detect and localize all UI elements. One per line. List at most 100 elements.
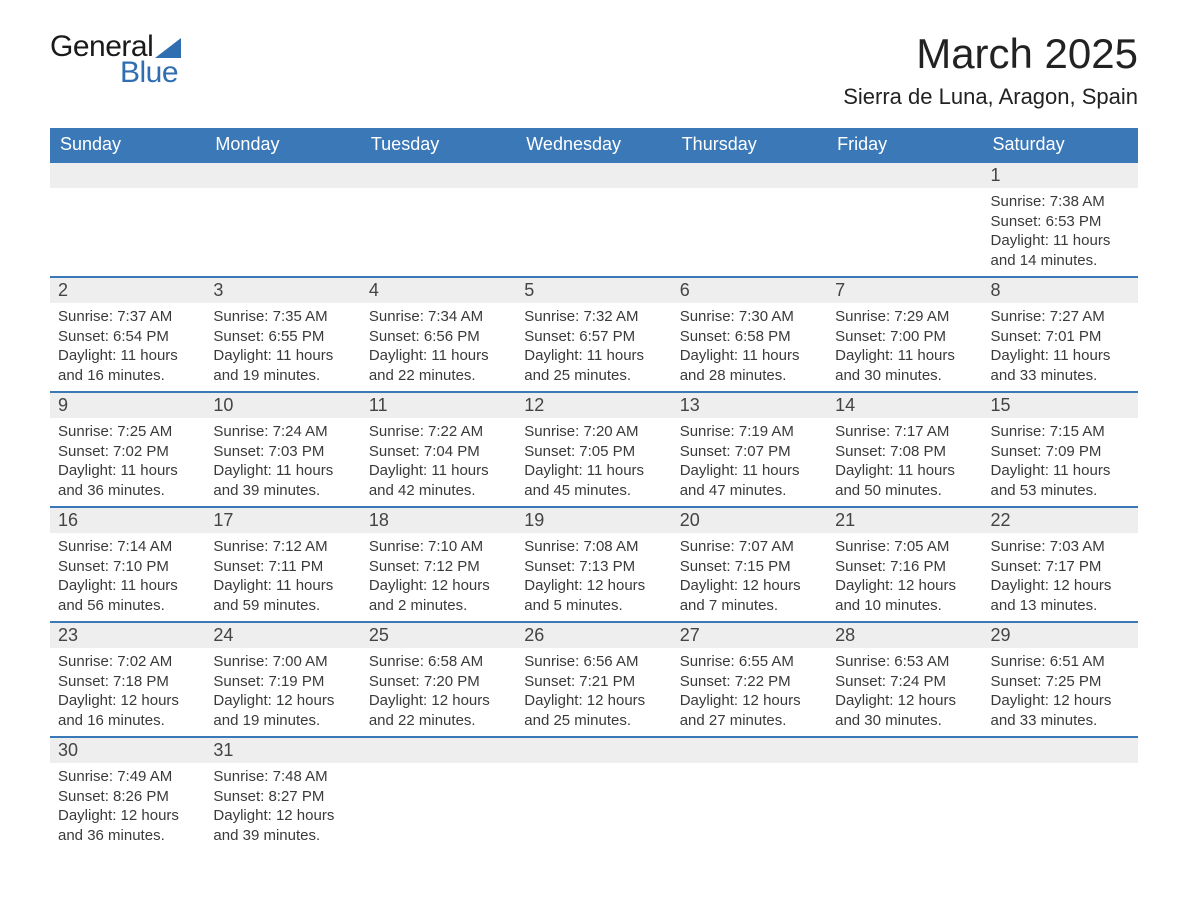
calendar-cell: 25Sunrise: 6:58 AMSunset: 7:20 PMDayligh… <box>361 622 516 737</box>
calendar-cell: 8Sunrise: 7:27 AMSunset: 7:01 PMDaylight… <box>983 277 1138 392</box>
day-details: Sunrise: 7:02 AMSunset: 7:18 PMDaylight:… <box>50 648 205 736</box>
calendar-cell: 27Sunrise: 6:55 AMSunset: 7:22 PMDayligh… <box>672 622 827 737</box>
day-daylight1: Daylight: 11 hours <box>58 461 197 481</box>
day-sunset: Sunset: 7:25 PM <box>991 672 1130 692</box>
day-daylight2: and 30 minutes. <box>835 366 974 386</box>
day-daylight1: Daylight: 11 hours <box>991 346 1130 366</box>
day-details: Sunrise: 7:24 AMSunset: 7:03 PMDaylight:… <box>205 418 360 506</box>
calendar-cell: 22Sunrise: 7:03 AMSunset: 7:17 PMDayligh… <box>983 507 1138 622</box>
month-title: March 2025 <box>843 30 1138 78</box>
calendar-cell: 12Sunrise: 7:20 AMSunset: 7:05 PMDayligh… <box>516 392 671 507</box>
day-daylight2: and 25 minutes. <box>524 711 663 731</box>
day-sunrise: Sunrise: 6:56 AM <box>524 652 663 672</box>
day-number: 24 <box>205 623 360 648</box>
day-sunset: Sunset: 6:53 PM <box>991 212 1130 232</box>
day-sunset: Sunset: 7:19 PM <box>213 672 352 692</box>
day-daylight2: and 33 minutes. <box>991 366 1130 386</box>
day-daylight2: and 2 minutes. <box>369 596 508 616</box>
dow-header: Friday <box>827 128 982 162</box>
day-sunrise: Sunrise: 7:29 AM <box>835 307 974 327</box>
day-daylight1: Daylight: 12 hours <box>835 691 974 711</box>
logo-triangle-icon <box>155 38 181 58</box>
day-daylight2: and 30 minutes. <box>835 711 974 731</box>
day-sunset: Sunset: 7:21 PM <box>524 672 663 692</box>
day-daylight1: Daylight: 11 hours <box>991 231 1130 251</box>
day-daylight1: Daylight: 11 hours <box>58 346 197 366</box>
location-subtitle: Sierra de Luna, Aragon, Spain <box>843 84 1138 110</box>
day-number-bar <box>361 163 516 188</box>
day-sunset: Sunset: 7:11 PM <box>213 557 352 577</box>
day-sunset: Sunset: 7:20 PM <box>369 672 508 692</box>
day-daylight2: and 56 minutes. <box>58 596 197 616</box>
day-daylight1: Daylight: 11 hours <box>369 461 508 481</box>
day-details: Sunrise: 7:19 AMSunset: 7:07 PMDaylight:… <box>672 418 827 506</box>
day-number: 19 <box>516 508 671 533</box>
header: General Blue March 2025 Sierra de Luna, … <box>50 30 1138 110</box>
day-details: Sunrise: 7:38 AMSunset: 6:53 PMDaylight:… <box>983 188 1138 276</box>
day-daylight1: Daylight: 11 hours <box>680 461 819 481</box>
day-daylight2: and 16 minutes. <box>58 366 197 386</box>
day-number: 12 <box>516 393 671 418</box>
day-number: 5 <box>516 278 671 303</box>
day-number: 16 <box>50 508 205 533</box>
day-daylight2: and 13 minutes. <box>991 596 1130 616</box>
day-daylight1: Daylight: 12 hours <box>524 691 663 711</box>
calendar-cell <box>827 737 982 851</box>
day-sunrise: Sunrise: 6:53 AM <box>835 652 974 672</box>
day-daylight2: and 5 minutes. <box>524 596 663 616</box>
day-sunset: Sunset: 7:22 PM <box>680 672 819 692</box>
day-number: 4 <box>361 278 516 303</box>
day-sunrise: Sunrise: 7:07 AM <box>680 537 819 557</box>
calendar-table: SundayMondayTuesdayWednesdayThursdayFrid… <box>50 128 1138 851</box>
calendar-cell: 31Sunrise: 7:48 AMSunset: 8:27 PMDayligh… <box>205 737 360 851</box>
dow-header: Wednesday <box>516 128 671 162</box>
day-sunrise: Sunrise: 7:02 AM <box>58 652 197 672</box>
day-sunset: Sunset: 8:26 PM <box>58 787 197 807</box>
day-sunrise: Sunrise: 7:17 AM <box>835 422 974 442</box>
day-details: Sunrise: 7:15 AMSunset: 7:09 PMDaylight:… <box>983 418 1138 506</box>
day-sunrise: Sunrise: 7:24 AM <box>213 422 352 442</box>
day-daylight1: Daylight: 12 hours <box>58 691 197 711</box>
day-number-bar <box>827 738 982 763</box>
day-sunset: Sunset: 7:04 PM <box>369 442 508 462</box>
day-details: Sunrise: 7:22 AMSunset: 7:04 PMDaylight:… <box>361 418 516 506</box>
day-number: 23 <box>50 623 205 648</box>
calendar-cell: 15Sunrise: 7:15 AMSunset: 7:09 PMDayligh… <box>983 392 1138 507</box>
calendar-cell: 1Sunrise: 7:38 AMSunset: 6:53 PMDaylight… <box>983 162 1138 277</box>
day-daylight2: and 36 minutes. <box>58 481 197 501</box>
day-details: Sunrise: 6:53 AMSunset: 7:24 PMDaylight:… <box>827 648 982 736</box>
day-sunset: Sunset: 7:02 PM <box>58 442 197 462</box>
calendar-cell: 16Sunrise: 7:14 AMSunset: 7:10 PMDayligh… <box>50 507 205 622</box>
day-number-bar <box>516 738 671 763</box>
day-details: Sunrise: 7:17 AMSunset: 7:08 PMDaylight:… <box>827 418 982 506</box>
day-sunrise: Sunrise: 7:38 AM <box>991 192 1130 212</box>
day-number: 9 <box>50 393 205 418</box>
day-sunrise: Sunrise: 7:10 AM <box>369 537 508 557</box>
day-daylight2: and 14 minutes. <box>991 251 1130 271</box>
day-daylight1: Daylight: 11 hours <box>213 576 352 596</box>
calendar-cell <box>50 162 205 277</box>
day-number: 20 <box>672 508 827 533</box>
calendar-cell: 17Sunrise: 7:12 AMSunset: 7:11 PMDayligh… <box>205 507 360 622</box>
day-number: 8 <box>983 278 1138 303</box>
day-sunrise: Sunrise: 7:19 AM <box>680 422 819 442</box>
day-daylight1: Daylight: 11 hours <box>524 461 663 481</box>
calendar-cell <box>205 162 360 277</box>
day-daylight1: Daylight: 12 hours <box>991 691 1130 711</box>
day-sunset: Sunset: 7:16 PM <box>835 557 974 577</box>
day-number: 1 <box>983 163 1138 188</box>
logo: General Blue <box>50 30 181 90</box>
calendar-cell <box>361 162 516 277</box>
calendar-cell: 10Sunrise: 7:24 AMSunset: 7:03 PMDayligh… <box>205 392 360 507</box>
day-details: Sunrise: 6:51 AMSunset: 7:25 PMDaylight:… <box>983 648 1138 736</box>
day-daylight2: and 28 minutes. <box>680 366 819 386</box>
calendar-cell <box>516 162 671 277</box>
calendar-cell: 30Sunrise: 7:49 AMSunset: 8:26 PMDayligh… <box>50 737 205 851</box>
day-sunrise: Sunrise: 7:37 AM <box>58 307 197 327</box>
day-sunrise: Sunrise: 6:55 AM <box>680 652 819 672</box>
day-daylight2: and 36 minutes. <box>58 826 197 846</box>
day-number: 30 <box>50 738 205 763</box>
day-sunrise: Sunrise: 7:05 AM <box>835 537 974 557</box>
day-sunset: Sunset: 7:05 PM <box>524 442 663 462</box>
day-sunrise: Sunrise: 7:15 AM <box>991 422 1130 442</box>
